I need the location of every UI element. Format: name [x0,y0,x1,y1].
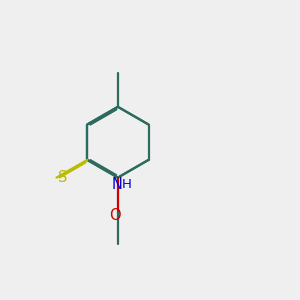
Text: N: N [112,177,123,192]
Text: O: O [109,208,121,223]
Text: S: S [58,169,67,184]
Text: H: H [122,178,132,191]
